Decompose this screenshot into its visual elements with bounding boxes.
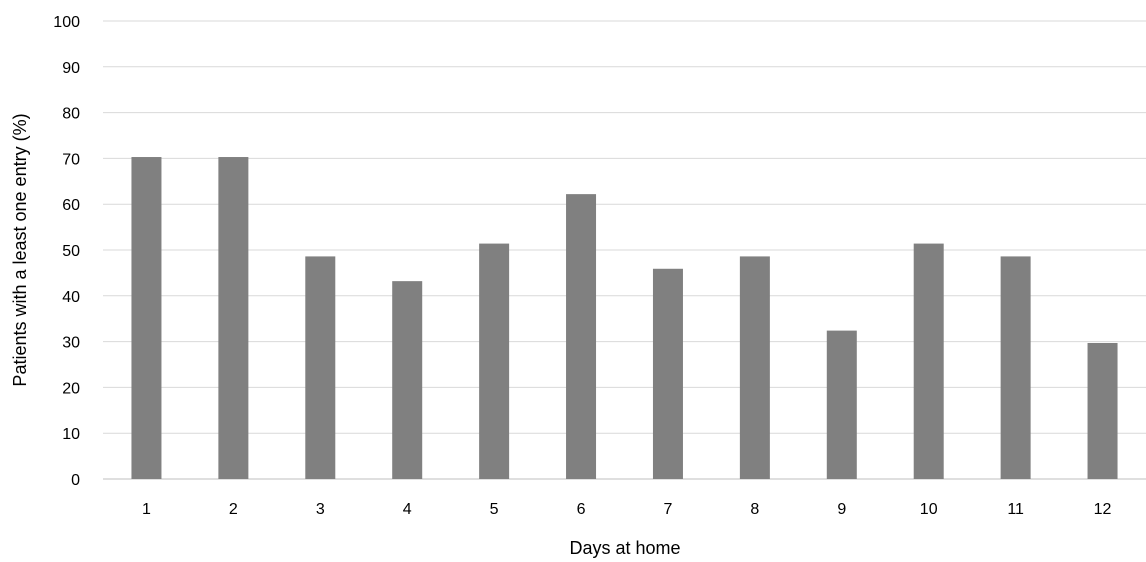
y-tick-label: 100 (53, 14, 80, 31)
y-axis-title: Patients with a least one entry (%) (10, 113, 30, 386)
x-tick-label: 11 (1007, 501, 1024, 518)
y-tick-label: 70 (62, 151, 80, 168)
bar-day-9 (826, 330, 857, 479)
x-tick-label: 4 (403, 501, 412, 518)
x-tick-label: 2 (229, 501, 238, 518)
bar-day-10 (913, 243, 944, 479)
bar-day-5 (479, 243, 510, 479)
bar-day-11 (1000, 256, 1031, 479)
bar-day-1 (131, 157, 162, 479)
gridlines (103, 20, 1146, 480)
x-tick-label: 5 (490, 501, 499, 518)
x-tick-label: 6 (577, 501, 586, 518)
x-tick-label: 3 (316, 501, 325, 518)
x-tick-label: 9 (837, 501, 846, 518)
y-tick-label: 60 (62, 197, 80, 214)
bar-day-2 (218, 157, 249, 479)
bar-day-3 (305, 256, 336, 479)
x-tick-label: 10 (920, 501, 938, 518)
y-tick-label: 80 (62, 106, 80, 123)
y-tick-label: 30 (62, 335, 80, 352)
x-tick-labels: 1 2 3 4 5 6 7 8 9 10 11 12 (142, 501, 1112, 518)
y-tick-label: 90 (62, 60, 80, 77)
x-tick-label: 8 (750, 501, 759, 518)
bars (131, 157, 1118, 479)
x-tick-label: 12 (1094, 501, 1112, 518)
y-tick-label: 10 (62, 426, 80, 443)
y-tick-label: 20 (62, 380, 80, 397)
x-axis-title: Days at home (569, 538, 680, 558)
y-tick-label: 0 (71, 472, 80, 489)
x-tick-label: 1 (142, 501, 151, 518)
bar-day-12 (1087, 342, 1118, 479)
y-tick-labels: 0 10 20 30 40 50 60 70 80 90 100 (53, 14, 80, 489)
bar-day-7 (652, 268, 683, 479)
bar-day-4 (392, 281, 423, 479)
x-tick-label: 7 (664, 501, 673, 518)
bar-day-8 (739, 256, 770, 479)
y-tick-label: 40 (62, 289, 80, 306)
y-tick-label: 50 (62, 243, 80, 260)
bar-day-6 (566, 194, 597, 479)
